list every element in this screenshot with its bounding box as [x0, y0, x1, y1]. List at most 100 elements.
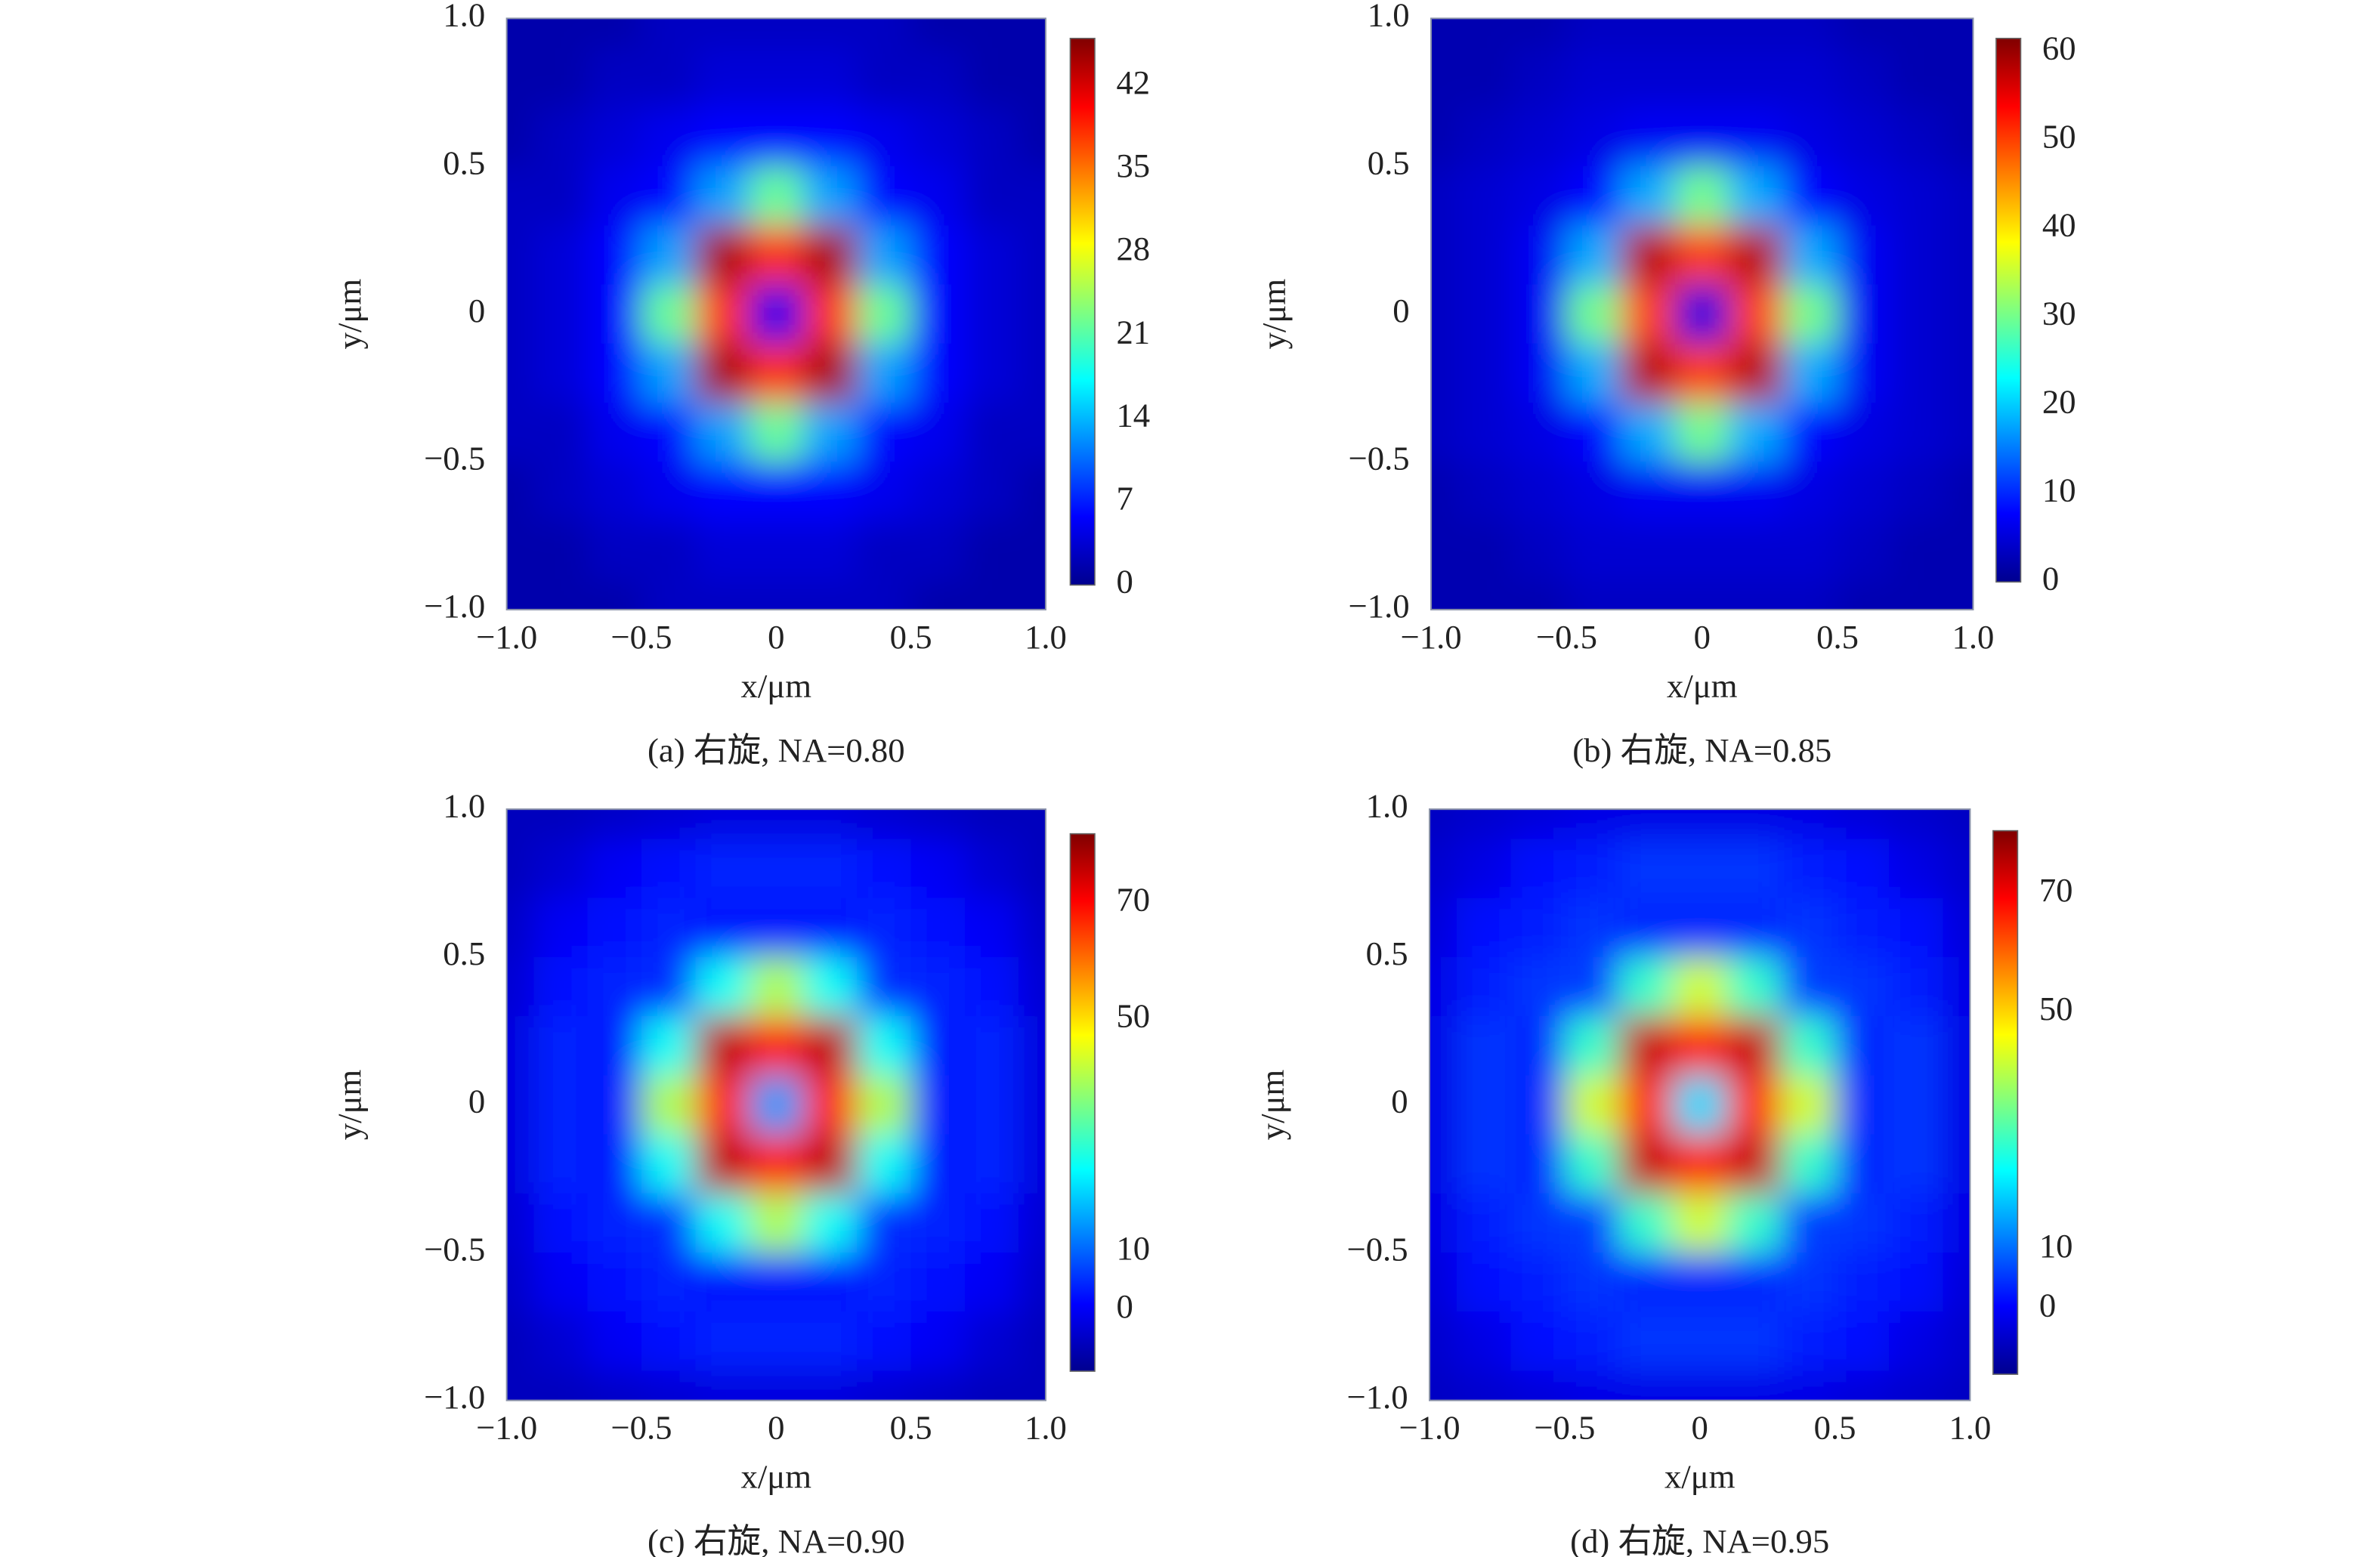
heat-cell: [1891, 462, 1947, 522]
heat-cell: [1456, 1134, 1512, 1194]
heat-cell: [1674, 462, 1730, 522]
heat-cell: [1018, 956, 1046, 1018]
heat-cell: [533, 166, 589, 227]
x-tick-label: 0: [1694, 618, 1711, 656]
heat-cell: [1018, 462, 1046, 522]
heat-cell: [1783, 579, 1839, 610]
heatmap-cells: [1430, 809, 1970, 1401]
heat-cell: [1943, 1370, 1970, 1401]
heat-cell: [1621, 225, 1676, 286]
heat-cell: [695, 1253, 750, 1313]
heat-cell: [641, 1193, 697, 1254]
heat-cell: [802, 956, 858, 1018]
colorbar-tick-label: 0: [1116, 563, 1133, 601]
heat-cell: [1729, 107, 1785, 168]
heat-cell: [1456, 956, 1512, 1018]
x-tick-label: −0.5: [610, 618, 672, 656]
heat-cell: [1834, 956, 1890, 1018]
heat-cell: [641, 1311, 697, 1372]
heat-cell: [749, 1016, 804, 1077]
heat-cell: [910, 1311, 966, 1372]
heat-cell: [1431, 107, 1459, 168]
heat-cell: [1457, 48, 1513, 108]
y-axis-label: y/μm: [1253, 1069, 1291, 1140]
heat-cell: [1457, 403, 1513, 463]
panel-caption: (c) 右旋, NA=0.90: [648, 1522, 905, 1557]
heat-cell: [857, 1075, 912, 1135]
heat-cell: [802, 166, 858, 227]
heat-cell: [533, 18, 589, 49]
plot-frame: [505, 17, 1046, 610]
heat-cell: [1783, 18, 1839, 49]
heat-cell: [1456, 897, 1512, 958]
x-tick-label: 0: [1692, 1409, 1708, 1447]
heat-cell: [641, 521, 697, 581]
heat-cell: [1018, 1311, 1046, 1372]
colorbar-tick-label: 7: [1116, 480, 1133, 517]
heat-cell: [1618, 1193, 1674, 1254]
heat-cell: [695, 956, 750, 1018]
heat-cell: [1729, 48, 1785, 108]
heat-cell: [1834, 1370, 1890, 1401]
heat-cell: [695, 48, 750, 108]
y-tick-label: 1.0: [1368, 0, 1410, 34]
heat-cell: [1838, 403, 1893, 463]
heat-cell: [587, 403, 642, 463]
heat-cell: [533, 839, 589, 899]
heat-cell: [1431, 284, 1459, 344]
heat-cell: [1621, 166, 1676, 227]
heat-cell: [1781, 1075, 1836, 1135]
heat-cell: [641, 897, 697, 958]
heat-cell: [1621, 48, 1676, 108]
heat-cell: [1891, 521, 1947, 581]
heat-cell: [1510, 1075, 1566, 1135]
heat-cell: [533, 1370, 589, 1401]
heat-cell: [1838, 284, 1893, 344]
heat-cell: [1431, 521, 1459, 581]
heat-cell: [695, 462, 750, 522]
y-tick-label: −1.0: [1346, 1378, 1408, 1416]
heat-cell: [1566, 403, 1622, 463]
heat-cell: [1781, 1134, 1836, 1194]
y-tick-label: −1.0: [424, 587, 485, 625]
heat-cell: [802, 521, 858, 581]
heat-cell: [1018, 1193, 1046, 1254]
heat-cell: [857, 225, 912, 286]
heat-cell: [1018, 579, 1046, 610]
heat-cell: [964, 579, 1020, 610]
heat-cell: [964, 48, 1020, 108]
heat-cell: [1672, 1370, 1728, 1401]
heat-cell: [749, 1311, 804, 1372]
heat-cell: [1674, 343, 1730, 404]
heat-cell: [1943, 956, 1970, 1018]
heat-cell: [1018, 521, 1046, 581]
heat-cell: [641, 579, 697, 610]
heat-cell: [1781, 1311, 1836, 1372]
heat-cell: [910, 579, 966, 610]
heat-cell: [1943, 1016, 1970, 1077]
heat-cell: [1564, 897, 1620, 958]
heat-cell: [1672, 956, 1728, 1018]
heat-cell: [964, 1253, 1020, 1313]
heat-cell: [587, 343, 642, 404]
heat-cell: [1726, 1193, 1782, 1254]
heatmap: [1431, 18, 1974, 610]
heat-cell: [1457, 343, 1513, 404]
y-tick-label: 0: [468, 292, 485, 329]
heat-cell: [1512, 225, 1568, 286]
heat-cell: [802, 284, 858, 344]
heat-cell: [749, 343, 804, 404]
heat-cell: [1781, 809, 1836, 840]
heat-cell: [910, 48, 966, 108]
heat-cell: [1672, 1311, 1728, 1372]
x-tick-label: −1.0: [1401, 618, 1462, 656]
heat-cell: [857, 284, 912, 344]
heat-cell: [802, 403, 858, 463]
heat-cell: [1431, 166, 1459, 227]
heat-cell: [1431, 18, 1459, 49]
heat-cell: [1430, 1193, 1457, 1254]
heat-cell: [533, 343, 589, 404]
x-tick-label: −0.5: [1534, 1409, 1595, 1447]
heat-cell: [1564, 956, 1620, 1018]
heat-cell: [1456, 1311, 1512, 1372]
